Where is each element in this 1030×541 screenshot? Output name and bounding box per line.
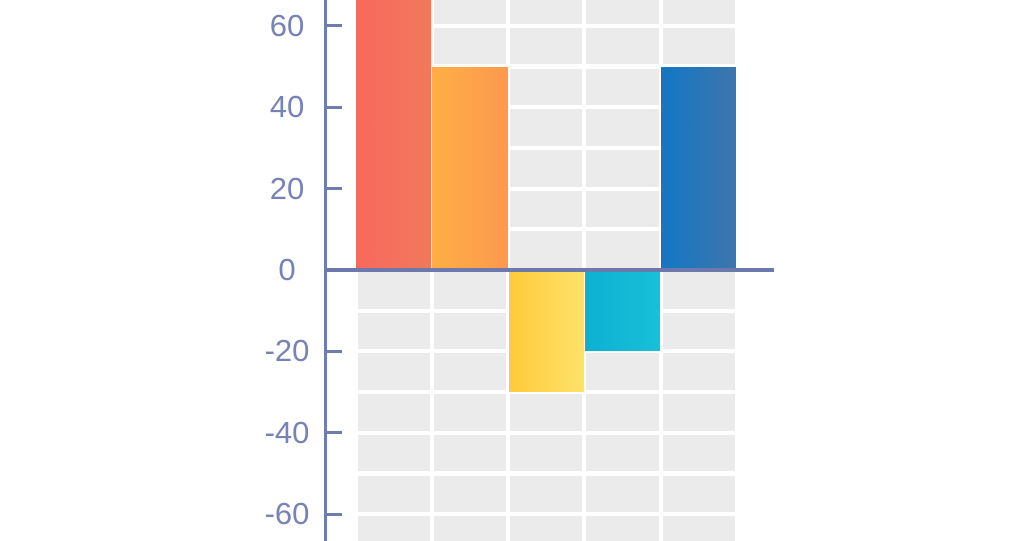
grid-cell — [662, 394, 735, 431]
grid-cell — [510, 0, 583, 24]
grid-cell — [510, 27, 583, 65]
bar-3 — [508, 270, 584, 393]
bar-5 — [661, 66, 737, 270]
grid-cell — [433, 0, 507, 24]
grid-cell — [662, 434, 735, 472]
grid-cell — [433, 394, 507, 431]
grid-cell — [586, 475, 659, 513]
y-tick-40 — [323, 105, 342, 109]
y-tick-label--40: -40 — [264, 414, 310, 450]
grid-cell — [586, 27, 659, 65]
grid-cell — [662, 353, 735, 391]
grid-cell — [357, 272, 430, 309]
bar-1 — [356, 0, 432, 270]
y-tick-label-20: 20 — [269, 170, 305, 206]
grid-cell — [586, 68, 659, 106]
grid-cell — [510, 394, 583, 431]
y-tick-label--20: -20 — [264, 333, 310, 369]
grid-cell — [433, 353, 507, 391]
grid-cell — [662, 312, 735, 350]
grid-cell — [586, 394, 659, 431]
grid-cell — [586, 231, 659, 268]
grid-cell — [662, 0, 735, 24]
grid-cell — [510, 516, 583, 541]
bar-4 — [584, 270, 661, 352]
y-tick-label-0: 0 — [278, 252, 296, 287]
grid-cell — [586, 190, 659, 228]
grid-cell — [586, 516, 659, 541]
grid-cell — [510, 68, 583, 106]
y-axis-line — [323, 0, 327, 541]
grid-cell — [433, 27, 507, 65]
grid-cell — [357, 516, 430, 541]
bar-2 — [432, 66, 508, 270]
grid-cell — [433, 434, 507, 472]
grid-cell — [433, 516, 507, 541]
grid-cell — [586, 149, 659, 187]
y-tick--20 — [323, 349, 342, 353]
grid-cell — [357, 353, 430, 391]
grid-cell — [586, 434, 659, 472]
grid-cell — [586, 0, 659, 24]
y-tick--40 — [323, 431, 342, 435]
y-tick-60 — [323, 24, 342, 28]
y-tick-label--60: -60 — [264, 496, 310, 532]
grid-cell — [662, 516, 735, 541]
grid-cell — [662, 272, 735, 309]
grid-cell — [357, 394, 430, 431]
grid-cell — [510, 109, 583, 146]
grid-cell — [662, 475, 735, 513]
grid-cell — [510, 475, 583, 513]
grid-cell — [357, 475, 430, 513]
grid-cell — [662, 27, 735, 65]
grid-cell — [433, 272, 507, 309]
y-tick-label-60: 60 — [269, 7, 305, 43]
y-tick--60 — [323, 512, 342, 516]
grid-cell — [586, 109, 659, 146]
grid-cell — [510, 149, 583, 187]
grid-cell — [510, 434, 583, 472]
grid-cell — [357, 434, 430, 472]
grid-cell — [510, 231, 583, 268]
y-tick-label-40: 40 — [269, 89, 305, 125]
grid-cell — [433, 312, 507, 350]
grid-cell — [586, 353, 659, 391]
grid-cell — [510, 190, 583, 228]
grid-cell — [357, 312, 430, 350]
grid-cell — [433, 475, 507, 513]
y-tick-20 — [323, 187, 342, 191]
zero-baseline — [323, 268, 774, 272]
